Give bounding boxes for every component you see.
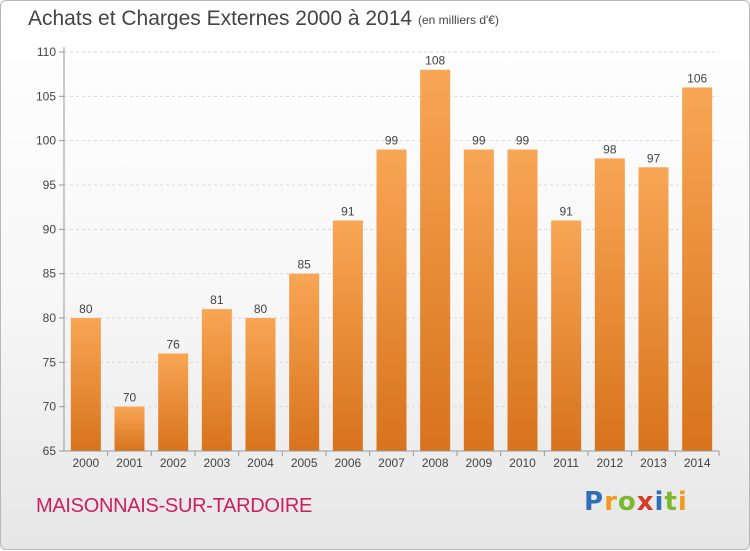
y-tick-label: 100 <box>36 134 56 148</box>
bar <box>245 318 276 451</box>
bar <box>332 220 363 451</box>
y-tick-label: 70 <box>43 400 57 414</box>
x-tick-label: 2002 <box>160 456 187 470</box>
y-tick-label: 95 <box>43 178 57 192</box>
x-tick-label: 2003 <box>203 456 230 470</box>
bar-value-label: 91 <box>341 204 355 218</box>
logo-letter: i <box>654 487 665 517</box>
bar-value-label: 70 <box>123 391 137 405</box>
x-tick-label: 2007 <box>378 456 405 470</box>
logo-letter: P <box>584 487 605 517</box>
bar-value-label: 99 <box>472 134 486 148</box>
x-tick-label: 2005 <box>291 456 318 470</box>
x-tick-label: 2013 <box>640 456 667 470</box>
bar-value-label: 80 <box>254 302 268 316</box>
bar-value-label: 81 <box>210 293 224 307</box>
y-tick-label: 90 <box>43 222 57 236</box>
bar <box>70 318 101 451</box>
bar <box>201 309 232 451</box>
logo-letter: o <box>617 487 637 517</box>
x-tick-label: 2008 <box>422 456 449 470</box>
x-tick-label: 2009 <box>465 456 492 470</box>
logo-letter: i <box>677 487 688 517</box>
bar-value-label: 91 <box>559 204 573 218</box>
bar <box>463 149 494 452</box>
bar <box>507 149 538 452</box>
x-tick-label: 2006 <box>334 456 361 470</box>
bar-value-label: 99 <box>516 134 530 148</box>
y-tick-label: 110 <box>37 45 56 59</box>
bar-value-label: 99 <box>385 134 399 148</box>
bar <box>289 273 320 451</box>
x-tick-label: 2011 <box>553 456 579 470</box>
x-tick-label: 2012 <box>596 456 623 470</box>
chart-title: Achats et Charges Externes 2000 à 2014 <box>28 7 413 30</box>
bar-value-label: 85 <box>297 258 311 272</box>
x-tick-label: 2010 <box>509 456 536 470</box>
logo-letter: t <box>664 487 678 517</box>
y-tick-label: 85 <box>43 267 57 281</box>
bar <box>551 220 582 451</box>
x-tick-label: 2001 <box>116 456 143 470</box>
x-tick-label: 2014 <box>684 456 711 470</box>
y-tick-label: 75 <box>43 355 57 369</box>
y-tick-label: 105 <box>36 89 56 103</box>
bar <box>638 167 669 451</box>
y-tick-label: 80 <box>43 311 57 325</box>
commune-name: MAISONNAIS-SUR-TARDOIRE <box>36 495 313 517</box>
bar-value-label: 97 <box>647 151 661 165</box>
logo-letter: r <box>604 487 618 517</box>
proxiti-logo[interactable]: Proxiti <box>584 487 688 517</box>
bar <box>158 353 189 451</box>
bar <box>114 406 145 451</box>
x-tick-label: 2000 <box>72 456 99 470</box>
bar-value-label: 76 <box>166 337 180 351</box>
bar <box>682 87 713 451</box>
bar-value-label: 98 <box>603 142 617 156</box>
x-tick-label: 2004 <box>247 456 274 470</box>
bar <box>594 158 625 451</box>
chart-subtitle: (en milliers d'€) <box>418 13 499 27</box>
bar <box>376 149 407 452</box>
logo-letter: x <box>636 487 655 517</box>
bar-value-label: 80 <box>79 302 93 316</box>
bar-value-label: 106 <box>687 71 707 85</box>
bar <box>420 69 451 451</box>
bar-value-label: 108 <box>425 54 445 68</box>
y-tick-label: 65 <box>43 444 57 458</box>
